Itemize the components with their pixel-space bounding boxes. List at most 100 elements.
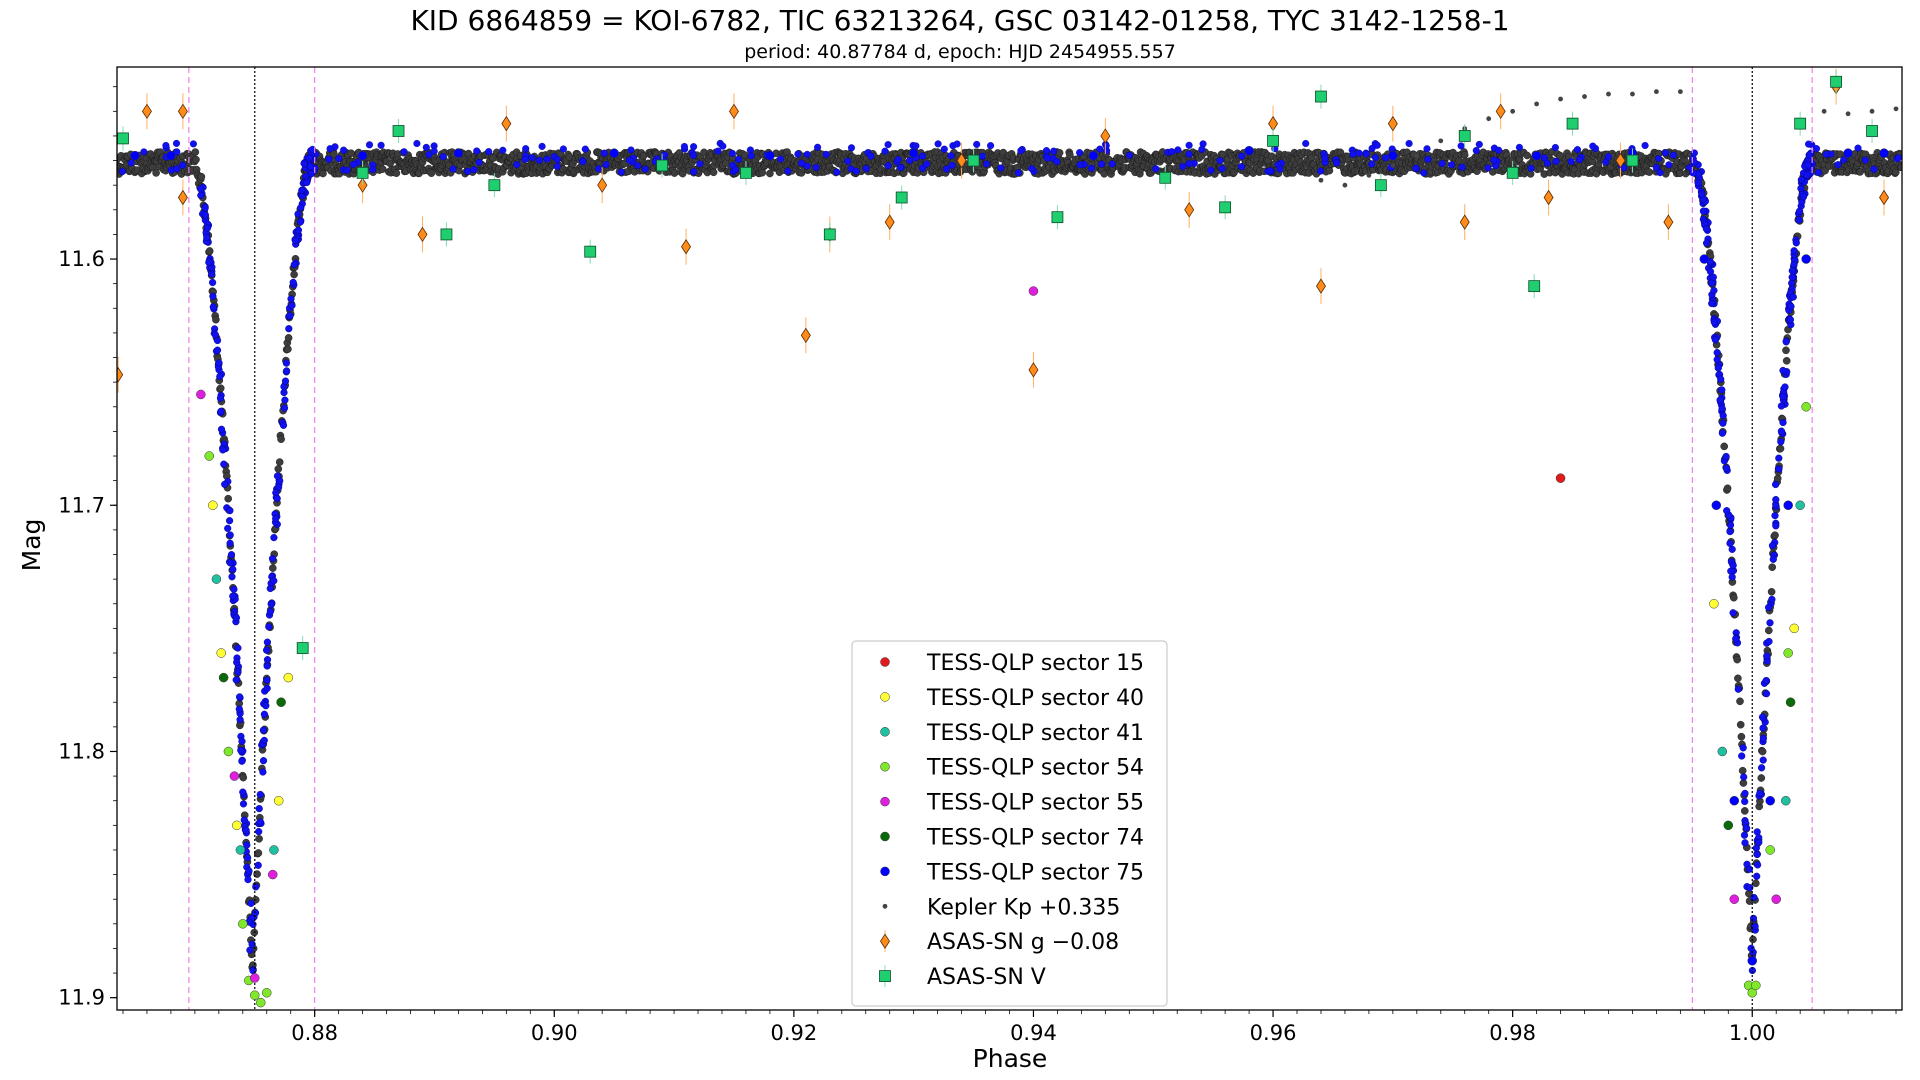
band-point [242, 826, 250, 834]
band-point [263, 646, 271, 654]
data-point [229, 771, 240, 781]
band-point [947, 152, 955, 160]
band-point [1708, 279, 1716, 287]
band-point [1742, 824, 1751, 832]
series-kepler-kp-0-335 [1318, 89, 1899, 188]
data-point [1510, 108, 1516, 114]
legend-label: Kepler Kp +0.335 [927, 895, 1120, 920]
data-point [1268, 115, 1279, 132]
band-point [579, 158, 587, 166]
data-point [1606, 91, 1611, 97]
band-point [1702, 225, 1711, 233]
data-point [1729, 894, 1740, 904]
data-point [204, 451, 214, 461]
band-point [215, 359, 223, 367]
band-point [982, 160, 991, 168]
legend-entry: TESS-QLP sector 41 [880, 721, 1144, 746]
band-point [234, 644, 242, 652]
band-point [303, 178, 311, 187]
band-point [280, 388, 288, 397]
data-point [177, 189, 188, 206]
band-point [473, 147, 481, 155]
y-axis: 11.6 11.7 11.8 11.9 [58, 86, 117, 1010]
band-point [680, 142, 688, 151]
band-point [281, 396, 289, 404]
band-point [1556, 151, 1564, 160]
band-point [216, 384, 225, 393]
series-tess-qlp-sector-40 [208, 500, 1799, 831]
band-point [1763, 652, 1771, 660]
band-point [1734, 674, 1742, 683]
band-point [1790, 260, 1798, 269]
data-point [1781, 795, 1791, 806]
band-point [263, 638, 272, 646]
band-point [221, 480, 229, 488]
data-point [141, 103, 152, 120]
band-point [254, 849, 263, 857]
data-point [800, 327, 811, 344]
band-point [217, 425, 226, 433]
data-point [1843, 148, 1853, 158]
band-point [205, 247, 214, 255]
data-point [656, 159, 668, 172]
data-point [1028, 362, 1039, 378]
band-point [728, 149, 736, 157]
data-point [208, 500, 218, 511]
band-point [197, 172, 206, 181]
data-point [884, 214, 895, 230]
band-point [1713, 356, 1721, 364]
band-point [1766, 619, 1774, 627]
band-point [1567, 157, 1575, 166]
band-point [1368, 144, 1376, 152]
band-point [201, 211, 210, 219]
band-point [1797, 176, 1806, 184]
band-point [1759, 724, 1767, 732]
band-point [1773, 474, 1782, 483]
band-point [270, 577, 278, 585]
band-point [625, 156, 634, 164]
band-point [1788, 267, 1796, 275]
band-point [1719, 419, 1727, 427]
band-point [1749, 914, 1758, 923]
data-point [597, 177, 608, 193]
legend-marker [880, 692, 890, 702]
data-point [216, 648, 226, 658]
data-point [256, 997, 266, 1008]
band-point [1641, 141, 1649, 150]
band-point [1722, 452, 1730, 461]
band-point [1806, 151, 1814, 159]
band-point [776, 155, 785, 163]
band-point [1551, 143, 1559, 152]
band-point [1014, 169, 1022, 177]
data-point [357, 177, 368, 193]
legend-entry: TESS-QLP sector 54 [880, 756, 1144, 781]
series-tess-qlp-sector-74 [218, 672, 1796, 831]
data-point [1789, 623, 1799, 634]
data-point [681, 238, 692, 255]
band-point [259, 757, 268, 765]
legend-label: ASAS-SN V [927, 965, 1046, 990]
band-point [369, 165, 377, 174]
band-point [784, 167, 792, 175]
legend-marker [880, 761, 890, 772]
band-point [236, 715, 244, 724]
band-point [812, 163, 820, 171]
band-point [1333, 159, 1341, 167]
band-point [283, 367, 291, 375]
band-point [1317, 167, 1325, 175]
band-point [1764, 603, 1773, 612]
series-tess-qlp-sector-15 [1555, 473, 1566, 483]
band-point [268, 554, 277, 563]
band-point [255, 835, 263, 843]
data-point [1783, 500, 1793, 511]
band-point [427, 169, 436, 177]
band-point [1749, 935, 1757, 944]
band-point [127, 159, 135, 167]
band-point [449, 165, 457, 173]
data-point [765, 150, 775, 161]
data-point [1615, 152, 1626, 169]
series-tess-qlp-sector-41 [211, 500, 1805, 855]
band-point [617, 168, 625, 176]
band-point [1589, 142, 1597, 150]
band-point [205, 258, 213, 267]
